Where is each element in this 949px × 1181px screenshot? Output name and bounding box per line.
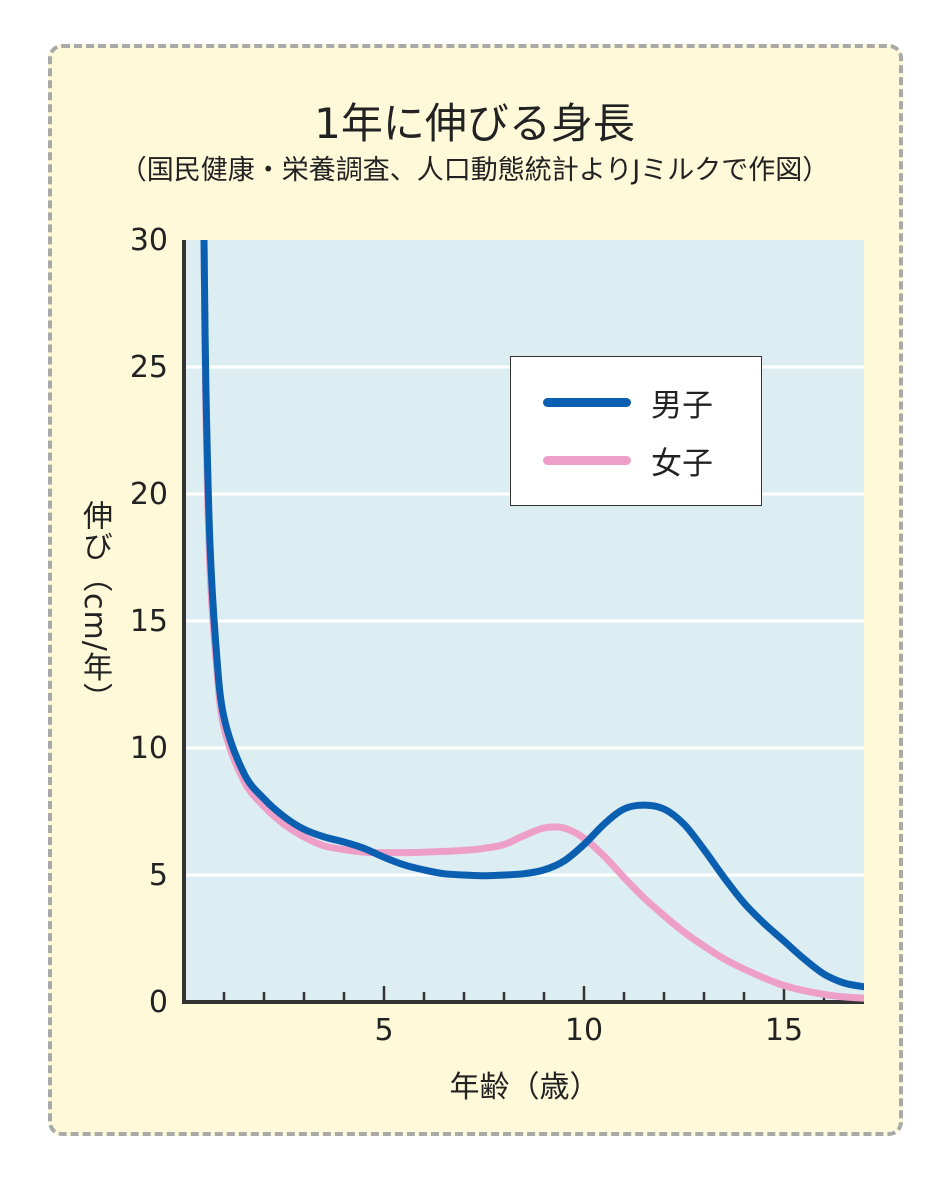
y-axis-label: 伸び（cm/年） <box>77 500 112 714</box>
y-tick-label-10: 10 <box>130 731 168 766</box>
y-tick-label-30: 30 <box>130 223 168 258</box>
legend-item-girls: 女子 <box>543 440 713 482</box>
legend-swatch-boys <box>543 397 631 407</box>
chart-subtitle: （国民健康・栄養調査、人口動態統計よりJミルクで作図） <box>119 155 830 186</box>
series-line-boys <box>200 240 864 991</box>
x-axis-label: 年齢（歳） <box>449 1070 600 1105</box>
y-tick-label-25: 25 <box>130 350 168 385</box>
y-tick-label-15: 15 <box>130 604 168 639</box>
y-tick-label-0: 0 <box>149 985 168 1020</box>
legend-label-boys: 男子 <box>651 387 713 424</box>
x-tick-label-15: 15 <box>765 1013 803 1048</box>
legend-label-girls: 女子 <box>651 445 713 482</box>
x-tick-label-5: 5 <box>374 1013 393 1048</box>
chart-title: 1年に伸びる身長 <box>314 99 635 148</box>
legend-item-boys: 男子 <box>543 382 713 424</box>
y-tick-label-20: 20 <box>130 477 168 512</box>
y-tick-label-5: 5 <box>149 858 168 893</box>
legend: 男子 女子 <box>510 356 762 506</box>
x-tick-label-10: 10 <box>565 1013 603 1048</box>
legend-swatch-girls <box>543 455 631 465</box>
